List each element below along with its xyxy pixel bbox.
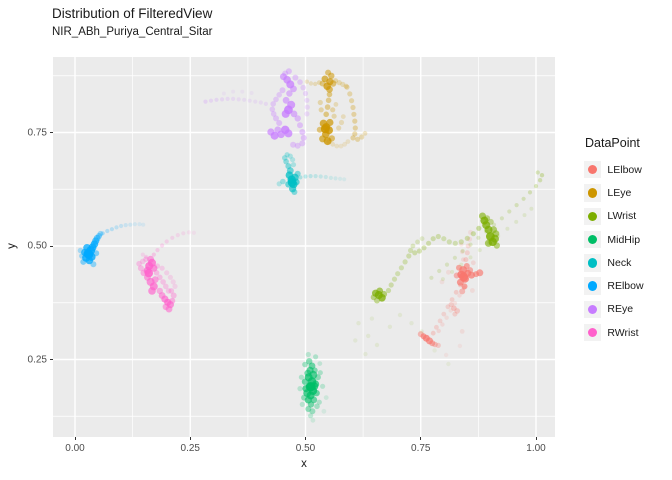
x-tick-label: 1.00: [526, 443, 546, 454]
y-axis-title: y: [6, 243, 18, 249]
series-Neck: [276, 152, 347, 195]
y-tick-label: 0.50: [27, 240, 47, 252]
legend-item-REye: REye: [584, 300, 644, 319]
legend-key-box: [584, 323, 602, 342]
x-tick-mark: [189, 437, 191, 440]
legend-key-box: [584, 254, 602, 272]
legend-item-label: REye: [607, 303, 634, 316]
x-tick-label: 0.75: [411, 443, 431, 454]
series-RWrist: [136, 230, 196, 313]
chart-title: Distribution of FilteredView: [52, 6, 213, 21]
legend-item-LEye: LEye: [584, 184, 644, 202]
series-LEye: [304, 69, 368, 149]
series-RElbow: [77, 222, 146, 268]
series-MidHip: [297, 351, 329, 423]
scatter-canvas: [53, 57, 555, 437]
x-tick-mark: [305, 437, 306, 440]
legend-key-box: [584, 161, 602, 179]
series-LWrist: [353, 170, 545, 367]
legend: DataPoint LElbow LEye LWrist MidHip Neck RElb…: [584, 136, 644, 347]
y-tick-mark: [50, 359, 53, 360]
plot-panel: [53, 57, 555, 437]
legend-color-dot: [588, 281, 598, 291]
legend-item-label: Neck: [607, 256, 632, 269]
legend-item-LElbow: LElbow: [584, 161, 644, 179]
legend-color-dot: [588, 327, 598, 338]
legend-item-Neck: Neck: [584, 254, 644, 272]
y-tick-mark: [50, 132, 53, 133]
legend-title: DataPoint: [585, 136, 640, 150]
x-tick-mark: [420, 437, 422, 440]
legend-item-label: RElbow: [607, 280, 644, 293]
x-tick-label: 0.25: [180, 443, 200, 454]
legend-items: LElbow LEye LWrist MidHip Neck RElbow REye RWri…: [584, 161, 644, 342]
legend-color-dot: [588, 211, 598, 221]
legend-item-RWrist: RWrist: [584, 323, 644, 342]
legend-key-box: [584, 207, 602, 225]
chart-subtitle: NIR_ABh_Puriya_Central_Sitar: [52, 26, 213, 38]
legend-key-box: [584, 277, 602, 295]
x-tick-label: 0.00: [65, 443, 85, 454]
legend-item-MidHip: MidHip: [584, 230, 644, 249]
legend-color-dot: [588, 188, 598, 198]
legend-item-label: MidHip: [607, 233, 641, 246]
legend-item-label: LEye: [607, 186, 632, 199]
x-axis-title: x: [301, 458, 307, 470]
legend-key-box: [584, 230, 602, 249]
y-tick-label: 0.75: [27, 127, 47, 138]
legend-color-dot: [588, 165, 598, 175]
legend-item-RElbow: RElbow: [584, 277, 644, 295]
legend-item-label: RWrist: [607, 326, 639, 339]
series-LElbow: [417, 229, 484, 358]
x-tick-mark: [535, 437, 537, 440]
y-tick-label: 0.25: [27, 354, 47, 365]
legend-color-dot: [588, 304, 598, 315]
legend-color-dot: [588, 258, 598, 268]
series-REye: [203, 68, 310, 149]
legend-item-label: LElbow: [607, 163, 642, 176]
legend-color-dot: [588, 234, 598, 245]
y-tick-mark: [50, 245, 53, 247]
legend-key-box: [584, 184, 602, 202]
x-tick-label: 0.50: [295, 443, 316, 454]
legend-item-LWrist: LWrist: [584, 207, 644, 225]
legend-item-label: LWrist: [607, 210, 637, 223]
x-tick-mark: [74, 437, 76, 440]
legend-key-box: [584, 300, 602, 319]
